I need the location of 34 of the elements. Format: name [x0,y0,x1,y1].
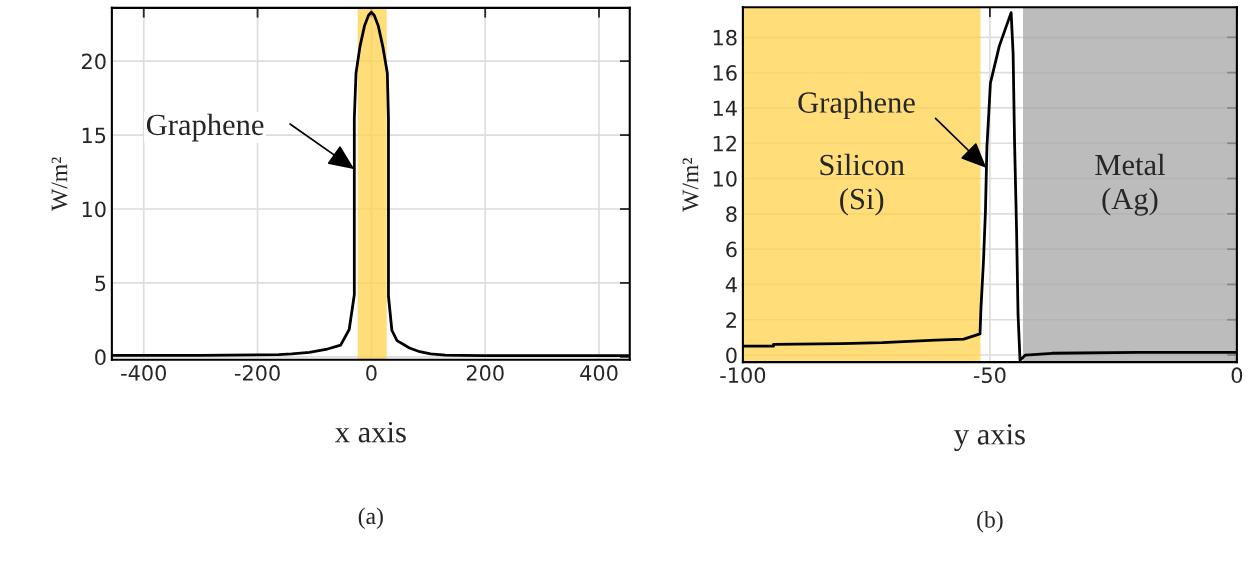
y-tick-label: 2 [726,312,736,328]
x-tick-label: -200 [234,365,280,381]
y-tick-label: 14 [713,100,737,116]
y-tick-label: 12 [713,135,736,152]
x-tick-label: -50 [973,367,1006,384]
y-tick-label: 10 [713,170,737,187]
y-tick-label: 10 [82,201,106,218]
y-tick-label: 6 [726,241,737,258]
x-tick-label: 200 [466,365,504,381]
band-label: Silicon (Si) [820,153,905,216]
y-tick-label: 0 [95,349,106,366]
band-label: Metal (Ag) [1095,153,1165,216]
y-tick-label: 20 [82,53,106,70]
y-tick-label: 5 [95,275,106,292]
annotation: Graphene [798,91,915,120]
line-series [111,10,630,358]
text: (b) [977,511,1003,533]
x-tick-label: 400 [580,365,618,381]
y-tick-label: 15 [82,127,106,144]
x-axis-title: x axis [335,421,406,443]
y-axis-title: W/m² [51,157,68,211]
y-tick-label: 16 [713,65,737,81]
annotation: Graphene [146,113,264,142]
x-tick-label: 0 [366,365,377,381]
y-axis-title: W/m² [682,158,699,212]
x-tick-label: -400 [121,365,166,381]
x-tick-label: 0 [1231,367,1243,384]
x-tick-label: -100 [720,367,766,384]
y-tick-label: 8 [726,206,737,223]
text: (a) [358,507,383,529]
y-tick-label: 0 [726,347,737,364]
x-axis-title: y axis [954,424,1025,451]
y-tick-label: 4 [725,277,737,293]
y-tick-label: 18 [713,29,737,46]
